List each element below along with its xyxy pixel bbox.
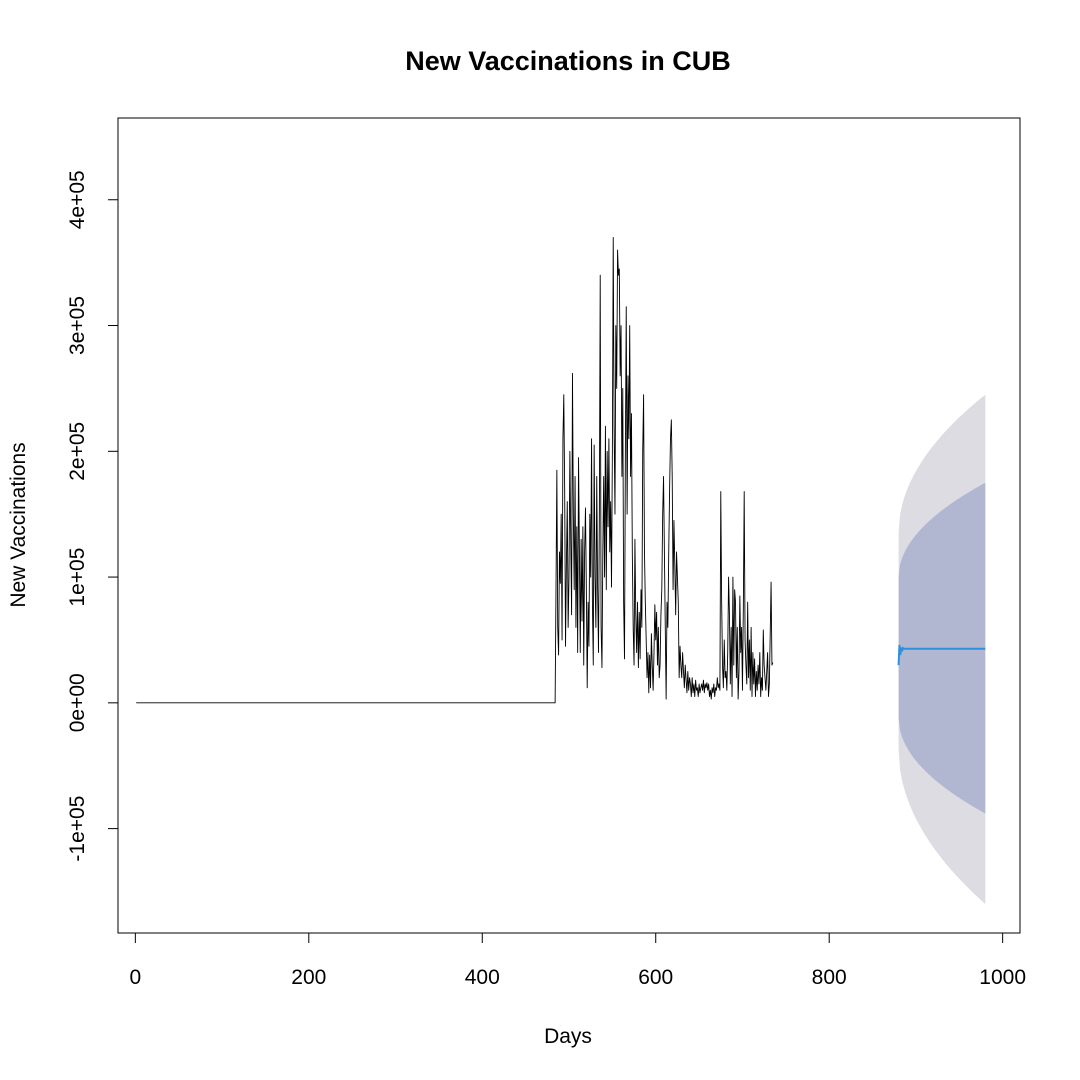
chart-title: New Vaccinations in CUB — [405, 46, 731, 76]
y-tick-label: 2e+05 — [66, 422, 89, 481]
history-line — [136, 237, 774, 704]
x-axis: 0 200 400 600 800 1000 — [130, 932, 1026, 989]
x-tick-label: 0 — [130, 966, 142, 989]
x-tick-label: 800 — [812, 966, 847, 989]
y-tick-label: 1e+05 — [66, 548, 89, 607]
y-tick-label: 0e+00 — [66, 673, 89, 732]
y-tick-label: 4e+05 — [66, 170, 89, 229]
y-axis: -1e+05 0e+00 1e+05 2e+05 3e+05 4e+05 — [66, 170, 119, 862]
forecast-series — [897, 644, 986, 666]
y-axis-label: New Vaccinations — [7, 442, 30, 607]
x-tick-label: 200 — [291, 966, 326, 989]
y-tick-label: -1e+05 — [66, 796, 89, 862]
x-tick-label: 400 — [465, 966, 500, 989]
x-axis-label: Days — [544, 1025, 592, 1048]
history-series — [136, 237, 774, 704]
y-tick-label: 3e+05 — [66, 296, 89, 355]
x-tick-label: 1000 — [979, 966, 1026, 989]
x-tick-label: 600 — [638, 966, 673, 989]
forecast-line — [897, 644, 986, 666]
